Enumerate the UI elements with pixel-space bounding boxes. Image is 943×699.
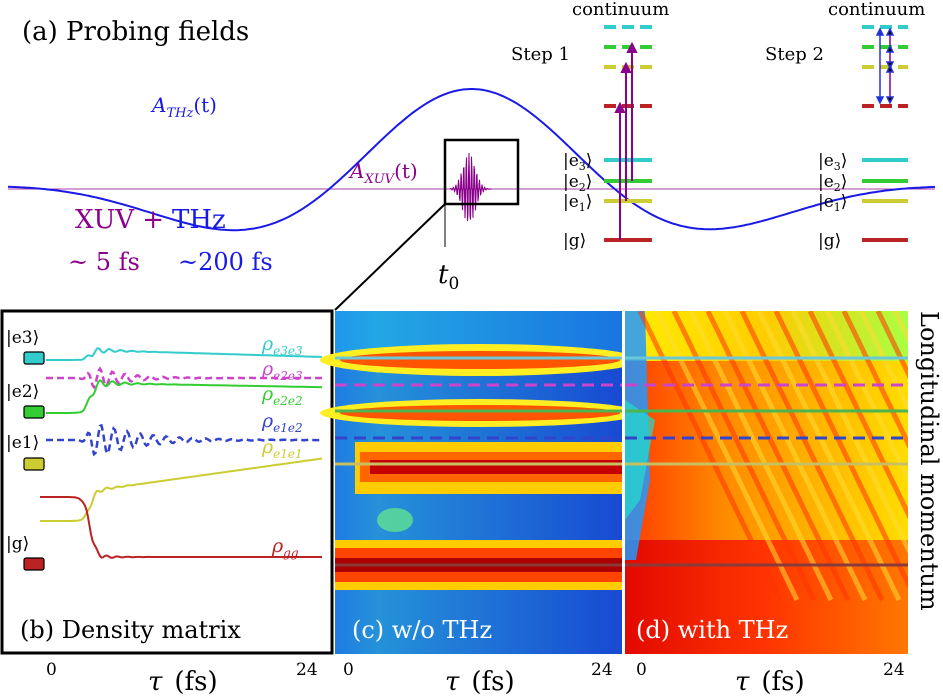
- panel-divider: [622, 311, 625, 654]
- longitudinal-momentum-label: Longitudinal momentum: [915, 311, 943, 611]
- curve-rho-e3e3: [46, 347, 323, 361]
- continuum-label-1: continuum: [572, 0, 669, 20]
- panel-c: (c) w/o THz: [320, 311, 640, 654]
- level-label-e1: |e1⟩: [563, 192, 592, 214]
- d-tick-0: 0: [636, 660, 647, 680]
- step2-diagram: Step 2 continuum |e3⟩ |e2⟩ |e1⟩ |g⟩: [765, 0, 925, 251]
- step2-label: Step 2: [765, 44, 824, 65]
- label-rho-e1e1: ρe1e1: [261, 436, 303, 461]
- panel-d-caption: (d) with THz: [636, 616, 788, 644]
- panel-c-band-2-core: [340, 405, 620, 421]
- level-label-e2: |e2⟩: [563, 172, 592, 194]
- level2-label-e2: |e2⟩: [818, 172, 847, 194]
- panel-d-cyan-wedge: [625, 400, 655, 520]
- step1-label: Step 1: [511, 44, 570, 65]
- c-tick-0: 0: [343, 660, 354, 680]
- state-label-e3: |e3⟩: [6, 328, 39, 348]
- t0-label: t0: [438, 260, 459, 294]
- zoom-connector-left: [334, 203, 446, 311]
- panel-d: (d) with THz: [625, 311, 908, 654]
- step1-diagram: Step 1 continuum |e3⟩ |e2⟩ |e1⟩ |g⟩: [511, 0, 669, 251]
- curve-rho-e2e3: [46, 366, 322, 390]
- thz-field-label: ATHz(t): [150, 93, 217, 121]
- b-tau-label: τ (fs): [148, 667, 218, 697]
- state-swatch-e1: [23, 457, 45, 471]
- state-label-g: |g⟩: [6, 534, 29, 554]
- xuv-pulse: [449, 152, 493, 222]
- level-label-e3: |e3⟩: [563, 151, 592, 173]
- level-label-g: |g⟩: [563, 231, 586, 251]
- panel-a: (a) Probing fields ATHz(t) AXUV(t) XUV + T…: [7, 0, 936, 311]
- c-tick-24: 24: [591, 660, 613, 680]
- label-rho-gg: ρgg: [271, 535, 299, 560]
- panel-a-title: (a) Probing fields: [22, 17, 249, 47]
- panel-c-band-1-core: [340, 351, 620, 369]
- d-tau-label: τ (fs): [735, 667, 805, 697]
- c-tau-label: τ (fs): [445, 667, 515, 697]
- zoom-box: [443, 138, 520, 206]
- state-swatch-e3: [23, 351, 45, 365]
- panel-c-spot: [377, 508, 413, 532]
- thz-field-curve: [7, 88, 936, 232]
- b-tick-0: 0: [46, 660, 57, 680]
- label-rho-e2e3: ρe2e3: [261, 358, 303, 383]
- state-label-e1: |e1⟩: [6, 433, 39, 453]
- state-label-e2: |e2⟩: [6, 382, 39, 402]
- continuum-label-2: continuum: [828, 0, 925, 20]
- state-swatch-g: [23, 557, 45, 571]
- panel-d-top: [625, 311, 908, 361]
- xuv-field-label: AXUV(t): [348, 159, 418, 187]
- panel-b-frame: [0, 309, 334, 655]
- panel-c-band-3-core: [370, 460, 622, 474]
- xuv-duration: ~ 5 fs: [68, 248, 140, 276]
- b-tick-24: 24: [296, 660, 318, 680]
- curve-rho-e2e2: [46, 379, 323, 414]
- coupling-arrows: [875, 27, 895, 105]
- label-rho-e3e3: ρe3e3: [261, 333, 303, 358]
- panel-b: |e3⟩ |e2⟩ |e1⟩ |g⟩ ρe3e3 ρe2e3 ρe2e2 ρe1…: [0, 309, 334, 655]
- d-tick-24: 24: [883, 660, 905, 680]
- curve-rho-gg: [40, 496, 322, 559]
- level2-label-e3: |e3⟩: [818, 151, 847, 173]
- level2-label-g: |g⟩: [818, 231, 841, 251]
- panel-b-caption: (b) Density matrix: [20, 616, 241, 644]
- excitation-arrows: [614, 41, 638, 240]
- state-swatch-e2: [23, 405, 45, 419]
- curve-rho-e1e2: [46, 423, 323, 457]
- label-rho-e1e2: ρe1e2: [261, 410, 303, 435]
- state-labels: |e3⟩ |e2⟩ |e1⟩ |g⟩: [6, 328, 45, 571]
- label-rho-e2e2: ρe2e2: [261, 383, 303, 408]
- thz-duration: ~200 fs: [178, 248, 273, 276]
- panel-c-caption: (c) w/o THz: [352, 616, 492, 644]
- tau-axes: 0 24 τ (fs) 0 24 τ (fs) 0 24 τ (fs): [46, 660, 905, 697]
- pulse-legend: XUV + THz: [75, 205, 226, 235]
- level2-label-e1: |e1⟩: [818, 192, 847, 214]
